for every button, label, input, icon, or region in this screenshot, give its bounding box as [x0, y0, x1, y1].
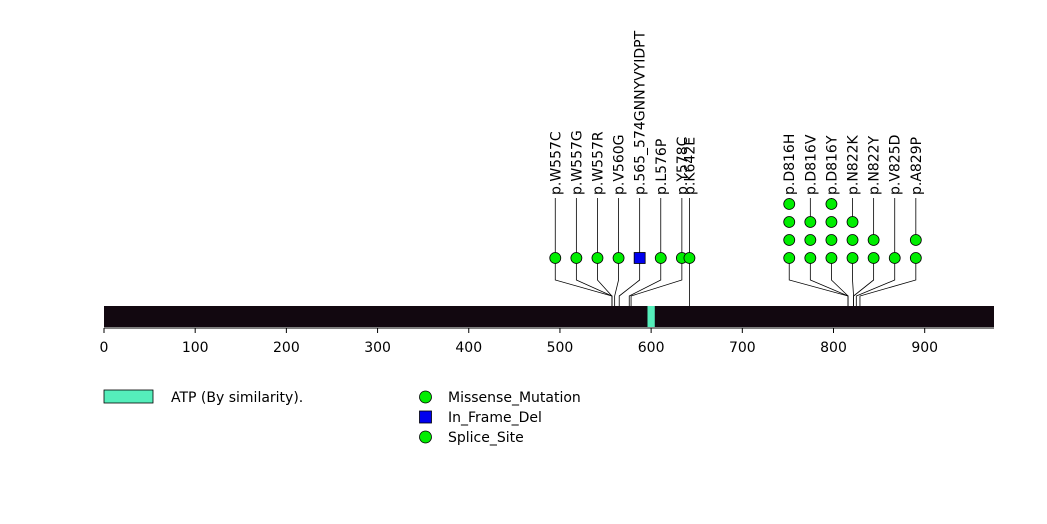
legend-swatch-In_Frame_Del	[419, 410, 432, 424]
marker-p.N822K-1	[846, 234, 859, 246]
marker-p.N822Y-0	[867, 252, 880, 264]
mutation-label-p.A829P: p.A829P	[909, 137, 925, 195]
marker-p.D816Y-0	[825, 252, 838, 264]
legend-label-Splice_Site: Splice_Site	[448, 430, 524, 446]
legend-swatch-Missense_Mutation	[419, 390, 432, 404]
legend-swatch-Splice_Site	[419, 430, 432, 444]
legend-domain-swatch	[103, 389, 154, 404]
mutation-label-p.N822K: p.N822K	[846, 134, 862, 195]
connector-p.Y578C	[630, 258, 683, 306]
marker-p.D816V-1	[804, 234, 817, 246]
mutation-label-p.V560G: p.V560G	[612, 135, 628, 195]
connector-lines	[554, 258, 917, 306]
domain-0	[647, 306, 655, 327]
marker-p.D816V-2	[804, 216, 817, 228]
connector-p.A829P	[859, 258, 917, 306]
marker-p.D816H-1	[783, 234, 796, 246]
mutation-label-p.K642E: p.K642E	[682, 137, 698, 195]
mutation-label-p.565_574GNNYVYIDPT: p.565_574GNNYVYIDPT	[633, 30, 649, 195]
mutation-label-p.Y578C: p.Y578C	[675, 136, 691, 195]
tick-label-0: 0	[100, 340, 109, 356]
connector-p.D816V	[809, 258, 849, 306]
marker-p.565_574GNNYVYIDPT-0	[633, 252, 646, 264]
marker-p.A829P-1	[909, 234, 922, 246]
marker-p.K642E-0	[683, 252, 696, 264]
connector-p.V560G	[614, 258, 619, 306]
mutation-label-p.W557G: p.W557G	[569, 130, 585, 195]
connector-p.V825D	[855, 258, 896, 306]
mutation-label-p.N822Y: p.N822Y	[867, 135, 883, 195]
mutation-label-p.D816V: p.D816V	[803, 134, 819, 195]
tick-label-600: 600	[638, 340, 665, 356]
marker-p.N822K-0	[846, 252, 859, 264]
connector-p.N822Y	[853, 258, 875, 306]
marker-p.V825D-0	[888, 252, 901, 264]
legend: ATP (By similarity). Missense_Mutation In_…	[103, 389, 581, 446]
connector-p.L576P	[628, 258, 662, 306]
tick-label-700: 700	[729, 340, 756, 356]
marker-p.D816H-3	[783, 198, 796, 210]
marker-p.A829P-0	[909, 252, 922, 264]
connector-p.D816H	[788, 258, 849, 306]
legend-label-Missense_Mutation: Missense_Mutation	[448, 390, 581, 406]
tick-label-800: 800	[820, 340, 847, 356]
tick-label-900: 900	[911, 340, 938, 356]
mutation-label-p.W557R: p.W557R	[590, 131, 606, 195]
connector-p.D816Y	[831, 258, 849, 306]
connector-p.W557G	[575, 258, 613, 306]
marker-p.N822K-2	[846, 216, 859, 228]
marker-p.D816H-2	[783, 216, 796, 228]
marker-p.L576P-0	[654, 252, 667, 264]
mutation-label-p.D816H: p.D816H	[782, 134, 798, 195]
marker-p.D816Y-3	[825, 198, 838, 210]
marker-p.D816Y-2	[825, 216, 838, 228]
lollipop-markers	[549, 198, 922, 264]
tick-label-300: 300	[364, 340, 391, 356]
marker-p.W557G-0	[570, 252, 583, 264]
marker-p.D816H-0	[783, 252, 796, 264]
connector-p.W557R	[597, 258, 613, 306]
mutation-label-p.V825D: p.V825D	[888, 135, 904, 195]
marker-p.N822Y-1	[867, 234, 880, 246]
mutation-label-p.W557C: p.W557C	[548, 131, 564, 195]
marker-p.W557C-0	[549, 252, 562, 264]
x-axis-ticks: 0 100 200 300 400 500 600 700 800 900	[100, 328, 938, 356]
connector-p.W557C	[554, 258, 613, 306]
mutation-label-p.D816Y: p.D816Y	[824, 135, 840, 195]
marker-p.W557R-0	[591, 252, 604, 264]
marker-p.D816V-0	[804, 252, 817, 264]
tick-label-100: 100	[182, 340, 209, 356]
tick-label-400: 400	[455, 340, 482, 356]
mutation-labels: p.W557C p.W557G p.W557R p.V560G p.565_574GNN…	[548, 30, 925, 195]
protein-backbone	[104, 306, 994, 327]
connector-p.565_574GNNYVYIDPT	[618, 258, 641, 306]
mutation-label-p.L576P: p.L576P	[654, 139, 670, 195]
tick-label-500: 500	[547, 340, 574, 356]
legend-label-In_Frame_Del: In_Frame_Del	[448, 410, 542, 426]
lollipop-stems	[554, 198, 917, 258]
legend-domain-label: ATP (By similarity).	[171, 390, 303, 406]
marker-p.V560G-0	[612, 252, 625, 264]
protein-domains	[647, 306, 655, 327]
tick-label-200: 200	[273, 340, 300, 356]
marker-p.D816Y-1	[825, 234, 838, 246]
